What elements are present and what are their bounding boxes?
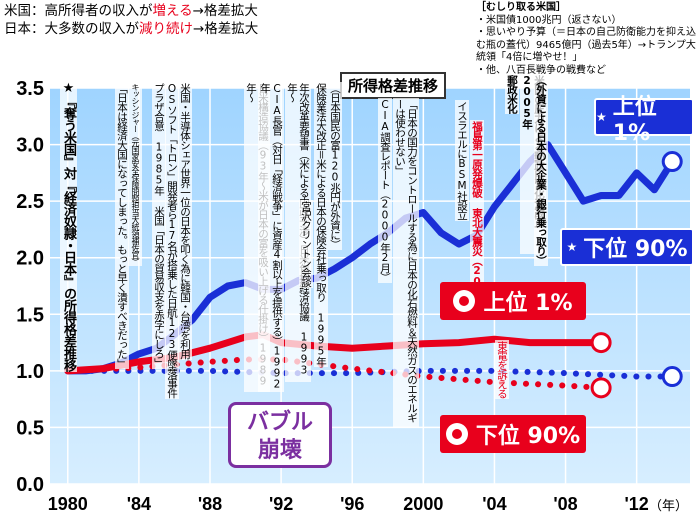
bubble-burst-label: バブル 崩壊 xyxy=(228,402,332,468)
us-bottom90-line-end-marker xyxy=(661,366,683,388)
header-text: 米国：高所得者の収入が増える→格差拡大 日本：大多数の収入が減り続け→格差拡大 xyxy=(4,2,258,38)
note-cia-report: CIA調査レポート（2000年2月） xyxy=(378,98,392,283)
jp-bottom90-line-end-marker xyxy=(590,377,612,399)
sidebox: ［むしり取る米国］ ・米国債1000兆円（返さない） ・思いやり予算（＝日本の自… xyxy=(476,2,700,77)
note-fukushima: 福島第一原発爆破 東北大震災（2011） xyxy=(470,120,484,320)
y-tick-label: 3.5 xyxy=(16,78,44,100)
x-tick-label: '12 xyxy=(625,494,649,514)
note-plaza: プラザ合意 1985年 米国「日本の貿易収支を赤字にしろ」 xyxy=(152,82,166,369)
y-tick-label: 2.5 xyxy=(16,191,44,213)
legend-us-bottom90: ★ 下位 90% xyxy=(560,228,694,266)
x-tick-label: '88 xyxy=(198,494,222,514)
note-semiconductor: 米国・半導体シェア世界一位の日本を叩く為に韓国・台湾を利用 xyxy=(178,82,192,360)
y-tick-label: 0.5 xyxy=(16,417,44,439)
x-tick-label: 1980 xyxy=(48,494,88,514)
jp-flag-icon xyxy=(445,423,468,445)
x-tick-label: '96 xyxy=(340,494,364,514)
note-insurance: 保険業法大改正＝米による日本の保険会社乗っ取り 1995年 xyxy=(314,82,328,367)
note-israel: イスラエルにBSM社設立 xyxy=(455,100,469,221)
note-miyazawa: 宮沢クリントン会談 xyxy=(299,200,313,288)
us-top1-line-end-marker xyxy=(661,151,683,173)
note-postal-sub: （外資による日本の大企業・銀行乗っ取り） xyxy=(534,74,548,266)
sidebox-title: ［むしり取る米国］ xyxy=(476,2,566,13)
x-tick-label: 2000 xyxy=(403,494,443,514)
chart-title: 所得格差推移 xyxy=(340,72,447,99)
sidebox-item: ・思いやり予算（＝日本の自己防衛能力を抑え込む瓶の蓋代）9465億円（過去5年）… xyxy=(476,27,696,63)
us-line-highlight: 増える xyxy=(152,3,193,19)
us-flag-icon: ★ xyxy=(596,110,607,124)
legend-us-top1: ★ 上位 1% xyxy=(594,95,694,146)
note-cia: CIA長官（対日「経済戦争」に資産4割以上を提供する）1992年 xyxy=(258,82,284,392)
y-tick-label: 3.0 xyxy=(16,135,44,157)
jp-line: 日本：大多数の収入が減り続け→格差拡大 xyxy=(4,21,259,37)
note-jal123: OSソフト「トロン」開発者ら17名が搭乗した日航123便墜落事件 xyxy=(165,82,179,399)
sidebox-item: ・米国債1000兆円（返さない） xyxy=(476,14,622,26)
note-postal: 郵政米化 xyxy=(505,74,519,114)
note-sue-tepco: 東電を訴える xyxy=(495,340,509,399)
x-axis-label: （年） xyxy=(649,499,688,514)
sidebox-item: ・他、八百長戦争の戦費など xyxy=(476,64,606,76)
jp-flag-icon xyxy=(453,290,476,312)
x-tick-label: '92 xyxy=(269,494,293,514)
legend-jp-top1: 上位 1% xyxy=(440,282,586,320)
y-tick-label: 1.5 xyxy=(16,304,44,326)
us-flag-icon: ★ xyxy=(566,240,578,254)
plot-background xyxy=(50,88,690,484)
x-tick-label: '84 xyxy=(127,494,151,514)
x-tick-label: '08 xyxy=(553,494,577,514)
note-kissinger-quote: 「日本は経済大国になってしまった。もっと早く潰すべきだった」 xyxy=(115,82,129,369)
y-tick-label: 0.0 xyxy=(16,474,44,496)
note-insurance-sub: （日本国民の富120兆円が外資に） xyxy=(328,82,342,250)
note-cia-quote: 「日本の国力をコントロールする為に日本の化石燃料＆天然ガスのエネルギーは使わせな… xyxy=(393,98,419,428)
jp-top1-line-end-marker xyxy=(590,332,612,354)
y-tick-label: 1.0 xyxy=(16,361,44,383)
note-main-title: ★『奪う米国』対『経済奴隷・日本』の所得格差推移 xyxy=(60,80,77,372)
note-kissinger: キッシンジャー（元国家安全保障問題担当大統領補佐官） xyxy=(128,82,142,412)
y-tick-label: 2.0 xyxy=(16,248,44,270)
x-tick-label: '04 xyxy=(482,494,506,514)
jp-line-highlight: 減り続け xyxy=(139,21,193,37)
us-line: 米国：高所得者の収入が増える→格差拡大 xyxy=(4,3,258,19)
legend-jp-bottom90: 下位 90% xyxy=(440,415,586,453)
